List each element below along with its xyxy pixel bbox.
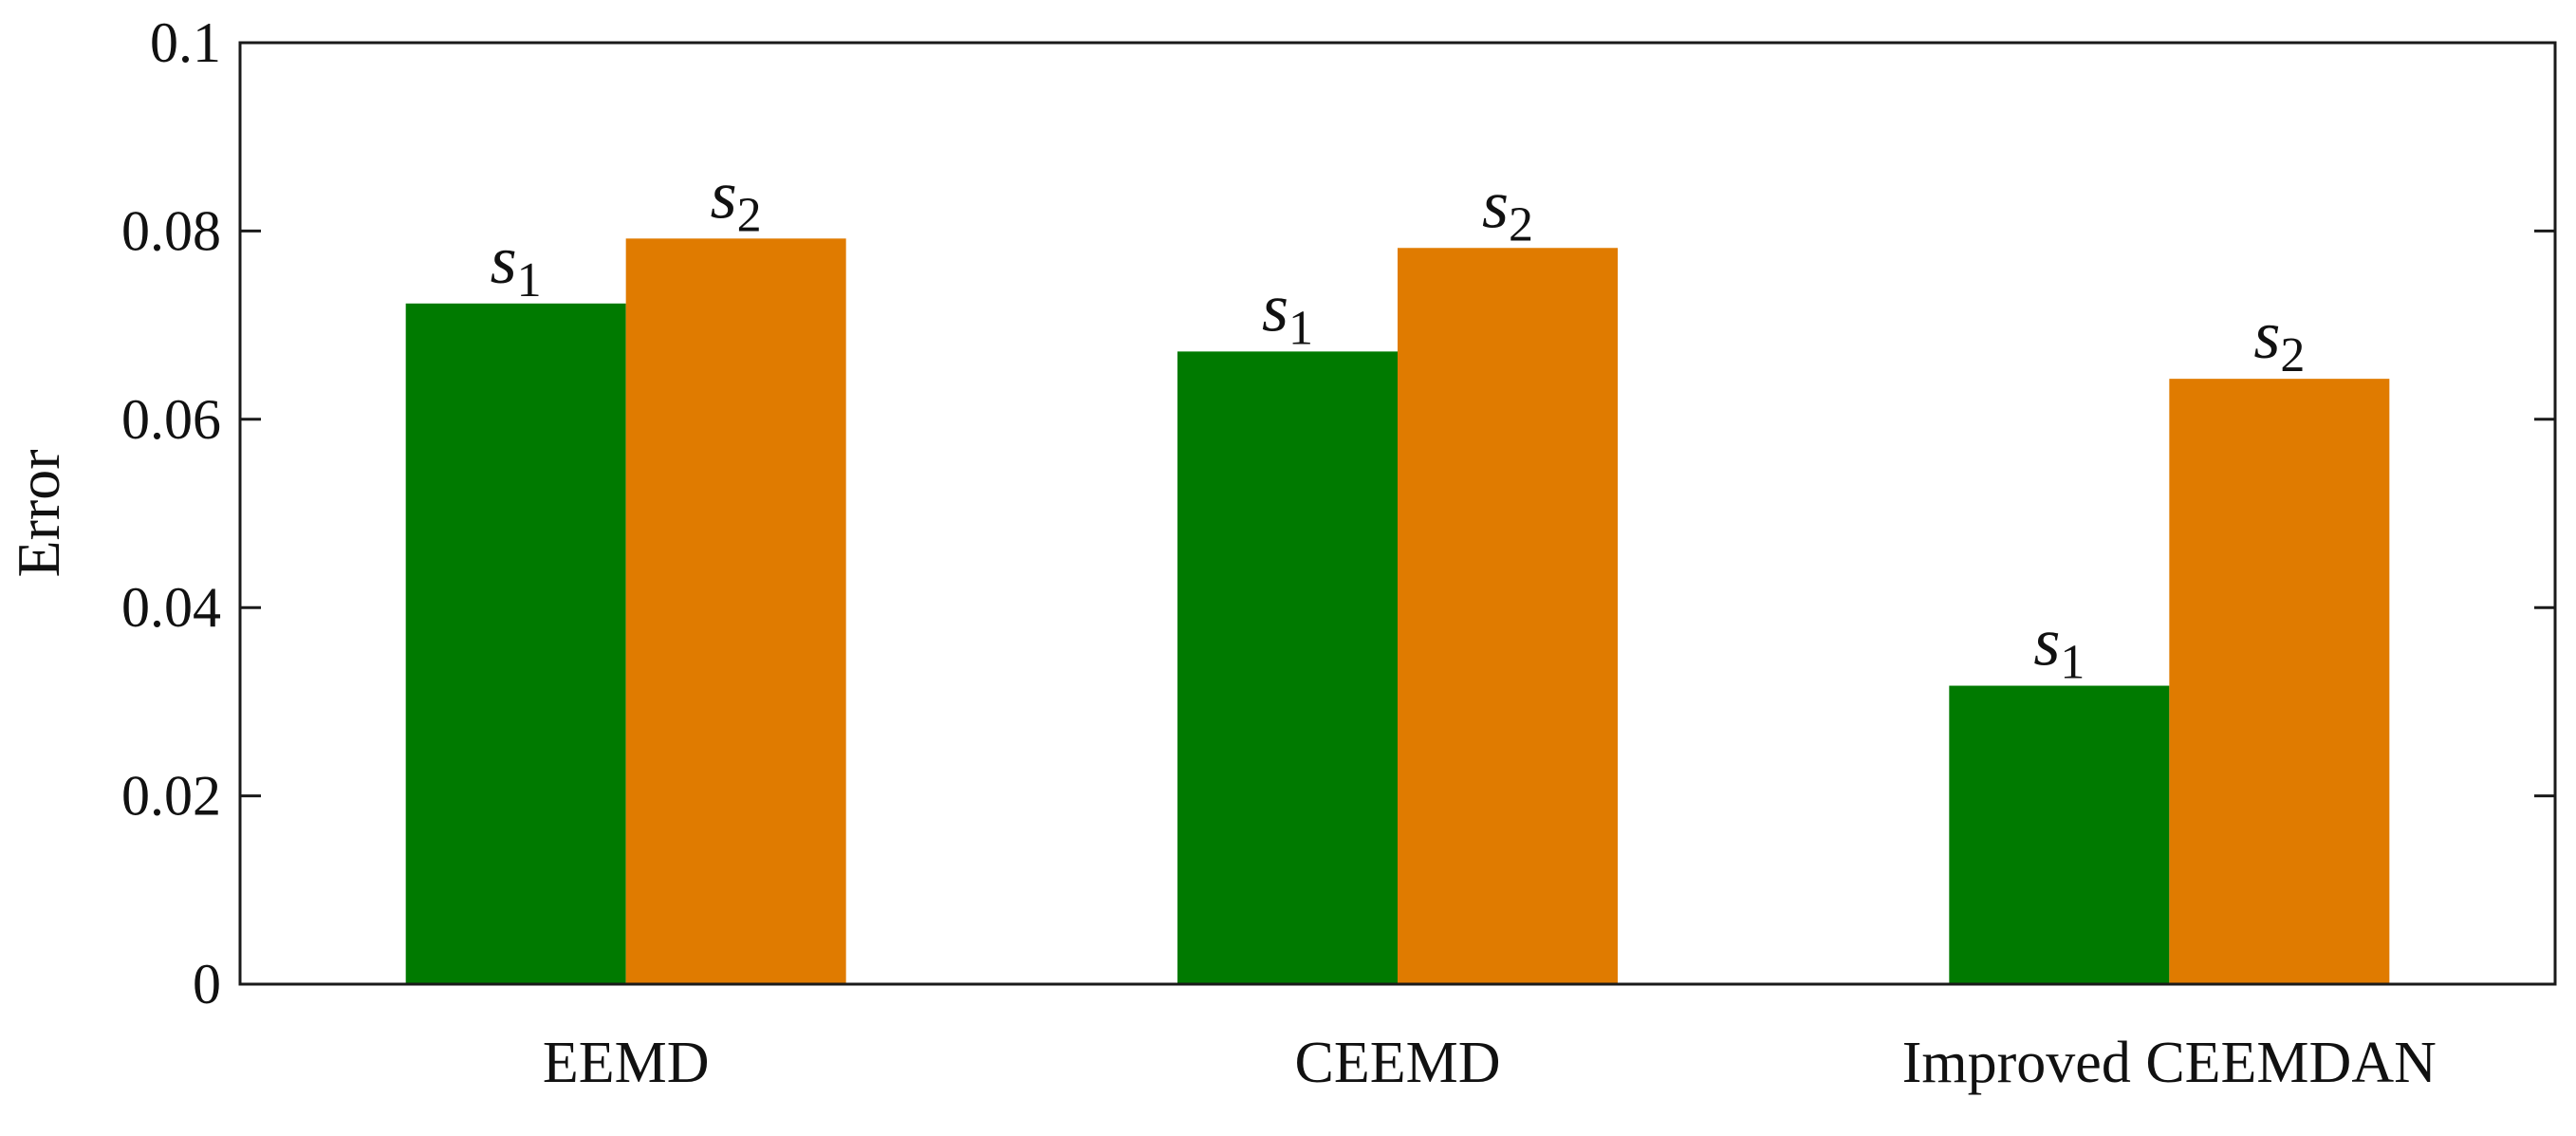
- bar-label-base: s: [1482, 166, 1509, 242]
- bar-eemd-s1: [405, 303, 626, 984]
- bar-ceemd-s2: [1398, 248, 1618, 985]
- y-tick-label: 0.02: [121, 765, 221, 828]
- y-tick-label: 0.06: [121, 388, 221, 451]
- y-tick-label: 0.08: [121, 199, 221, 262]
- category-label: CEEMD: [1295, 1031, 1501, 1095]
- y-tick-label: 0.04: [121, 576, 221, 639]
- bar-label-subscript: 1: [1288, 301, 1313, 355]
- bar-improved-ceemdan-s1: [1949, 685, 2170, 984]
- category-label: Improved CEEMDAN: [1902, 1031, 2437, 1095]
- bar-label: s2: [711, 157, 762, 242]
- bar-label-base: s: [2253, 297, 2280, 373]
- plot-frame: [238, 41, 2557, 986]
- bar-label: s1: [1262, 270, 1313, 355]
- y-tick-label: 0.1: [150, 11, 221, 74]
- bar-label-base: s: [2033, 605, 2060, 680]
- bar-improved-ceemdan-s2: [2169, 379, 2390, 984]
- bar-label-base: s: [491, 222, 517, 298]
- bar-label: s2: [2253, 297, 2305, 382]
- bar-eemd-s2: [625, 238, 846, 984]
- bar-label-subscript: 1: [517, 253, 542, 307]
- bars-group: [405, 238, 2390, 985]
- bar-label: s1: [2033, 605, 2085, 690]
- y-tick-label: 0: [193, 953, 221, 1015]
- bar-label-subscript: 2: [2280, 328, 2305, 382]
- bar-label: s2: [1482, 166, 1533, 251]
- bar-label-subscript: 2: [1509, 197, 1533, 251]
- bar-label-subscript: 2: [737, 188, 762, 242]
- y-axis-title: Error: [5, 449, 72, 577]
- category-label: EEMD: [543, 1031, 710, 1095]
- bar-label-base: s: [711, 157, 737, 233]
- category-labels-group: EEMD CEEMD Improved CEEMDAN: [543, 1031, 2437, 1095]
- y-ticks-group: 0 0.02 0.04 0.06 0.08 0.1: [121, 11, 2555, 1015]
- bar-ceemd-s1: [1177, 351, 1398, 985]
- bar-label: s1: [491, 222, 542, 307]
- bar-label-base: s: [1262, 270, 1288, 345]
- bar-label-subscript: 1: [2060, 636, 2085, 690]
